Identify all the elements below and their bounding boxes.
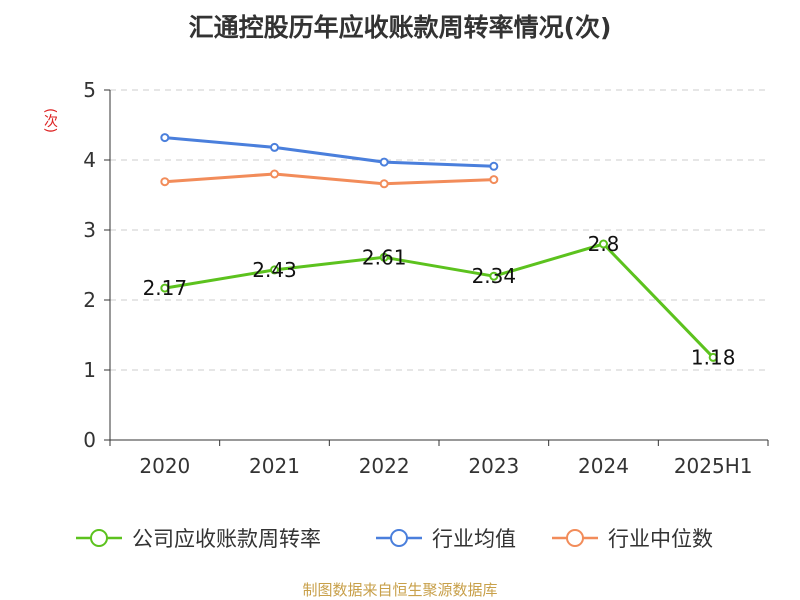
data-point [160, 133, 170, 143]
legend-marker [390, 529, 408, 547]
legend-label: 公司应收账款周转率 [132, 527, 321, 551]
y-tick-label: 0 [83, 428, 96, 452]
source-note: 制图数据来自恒生聚源数据库 [302, 581, 498, 599]
y-axis-label: (次) [42, 108, 58, 133]
legend-marker [566, 529, 584, 547]
data-point [489, 271, 499, 281]
x-tick-label: 2023 [468, 454, 519, 478]
y-tick-label: 5 [83, 78, 96, 102]
data-point [599, 239, 608, 249]
chart-title: 汇通控股历年应收账款周转率情况(次) [188, 13, 612, 42]
data-point [489, 175, 499, 185]
legend-label: 行业中位数 [608, 527, 713, 551]
data-point [160, 283, 170, 293]
x-tick-label: 2021 [249, 454, 300, 478]
data-point [708, 352, 718, 362]
legend-marker [90, 529, 108, 547]
data-point [270, 169, 279, 179]
y-tick-label: 1 [83, 358, 96, 382]
y-tick-label: 4 [83, 148, 96, 172]
x-tick-label: 2025H1 [674, 454, 753, 478]
data-point [270, 142, 279, 152]
series-line [164, 172, 494, 186]
data-point [379, 252, 389, 262]
data-point [270, 265, 279, 275]
data-point [379, 157, 389, 167]
series-line [164, 242, 715, 359]
x-tick-label: 2020 [139, 454, 190, 478]
y-tick-label: 3 [83, 218, 96, 242]
x-tick-label: 2024 [578, 454, 629, 478]
data-label: 1.18 [691, 345, 736, 369]
data-point [160, 177, 170, 187]
y-tick-label: 2 [83, 288, 96, 312]
x-tick-label: 2022 [359, 454, 410, 478]
data-label: 2.43 [252, 258, 297, 282]
data-label: 2.34 [472, 264, 517, 288]
data-label: 2.17 [143, 276, 188, 300]
data-label: 2.8 [588, 232, 620, 256]
legend-label: 行业均值 [432, 527, 516, 551]
data-point [379, 179, 389, 189]
series-line [164, 136, 494, 168]
data-point [489, 161, 499, 171]
data-label: 2.61 [362, 245, 407, 269]
